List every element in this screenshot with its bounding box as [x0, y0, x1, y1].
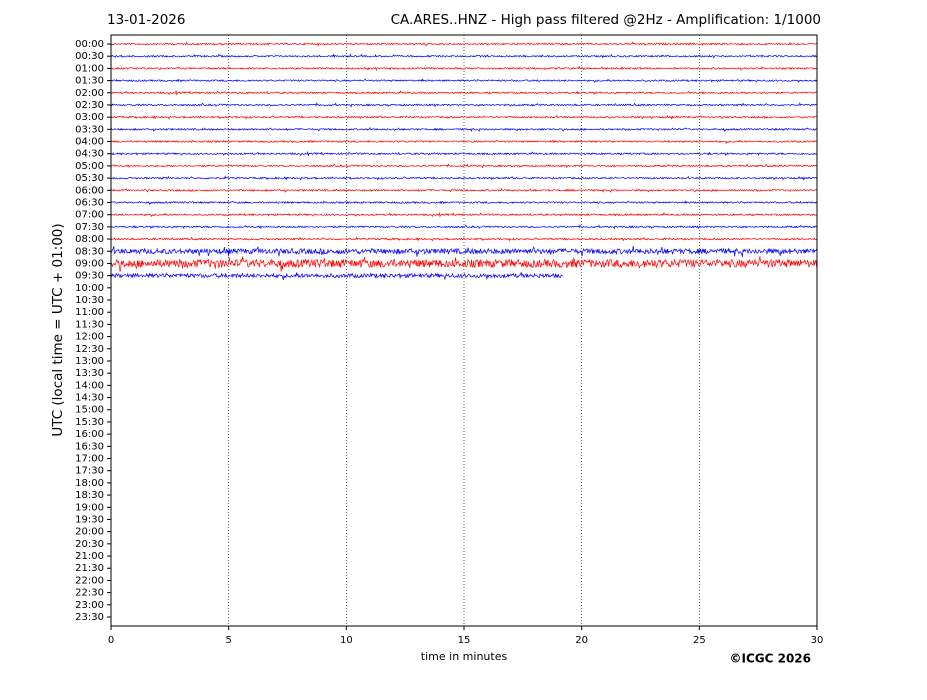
y-tick-label: 02:00 [75, 88, 104, 99]
x-tick-label: 0 [108, 635, 114, 646]
y-axis-label: UTC (local time = UTC + 01:00) [50, 223, 66, 436]
seismic-trace [110, 256, 817, 272]
seismic-trace [110, 78, 817, 84]
y-tick-label: 17:30 [75, 466, 104, 477]
y-tick-label: 15:00 [75, 405, 104, 416]
y-tick-label: 12:00 [75, 332, 104, 343]
y-tick-label: 11:30 [75, 319, 104, 330]
x-tick-label: 20 [575, 635, 588, 646]
x-tick-label: 25 [693, 635, 706, 646]
seismic-trace [110, 211, 817, 218]
x-tick-label: 30 [811, 635, 824, 646]
y-tick-label: 15:30 [75, 417, 104, 428]
y-tick-label: 19:00 [75, 502, 104, 513]
y-tick-label: 08:30 [75, 246, 104, 257]
y-tick-label: 11:00 [75, 307, 104, 318]
seismic-trace [110, 224, 817, 230]
y-tick-label: 09:30 [75, 271, 104, 282]
y-tick-label: 04:00 [75, 137, 104, 148]
x-tick-label: 5 [225, 635, 231, 646]
seismic-trace [110, 187, 817, 193]
y-tick-label: 10:30 [75, 295, 104, 306]
y-tick-label: 10:00 [75, 283, 104, 294]
seismic-trace [110, 245, 817, 257]
y-tick-label: 08:00 [75, 234, 104, 245]
y-tick-label: 20:00 [75, 527, 104, 538]
y-tick-label: 14:00 [75, 380, 104, 391]
seismic-trace [110, 175, 817, 181]
y-tick-label: 21:00 [75, 551, 104, 562]
seismic-trace [110, 102, 817, 108]
y-tick-label: 00:00 [75, 39, 104, 50]
y-tick-label: 12:30 [75, 344, 104, 355]
y-tick-label: 05:30 [75, 173, 104, 184]
y-tick-label: 22:30 [75, 588, 104, 599]
date: 13-01-2026 [107, 12, 185, 28]
copyright: ©ICGC 2026 [729, 652, 811, 666]
seismic-trace [110, 114, 817, 120]
seismic-trace [110, 65, 817, 72]
seismic-trace [110, 89, 817, 96]
plot-area [110, 35, 817, 626]
y-tick-label: 13:00 [75, 356, 104, 367]
y-tick-label: 07:30 [75, 222, 104, 233]
y-tick-label: 23:00 [75, 600, 104, 611]
x-tick-label: 15 [458, 635, 471, 646]
x-axis-label: time in minutes [421, 650, 508, 663]
y-tick-label: 16:00 [75, 429, 104, 440]
y-tick-label: 16:30 [75, 441, 104, 452]
y-tick-label: 17:00 [75, 454, 104, 465]
y-tick-label: 21:30 [75, 563, 104, 574]
seismic-trace [110, 272, 563, 281]
chart-title: CA.ARES..HNZ - High pass filtered @2Hz -… [391, 12, 821, 28]
y-tick-label: 14:30 [75, 393, 104, 404]
y-tick-label: 20:30 [75, 539, 104, 550]
y-tick-label: 03:30 [75, 124, 104, 135]
seismic-trace [110, 200, 817, 206]
y-tick-label: 22:00 [75, 575, 104, 586]
y-tick-label: 03:00 [75, 112, 104, 123]
y-tick-label: 19:30 [75, 514, 104, 525]
seismic-trace [110, 163, 817, 169]
y-tick-label: 23:30 [75, 612, 104, 623]
y-tick-label: 18:30 [75, 490, 104, 501]
y-tick-label: 06:00 [75, 185, 104, 196]
seismic-trace [110, 139, 817, 145]
y-tick-label: 01:30 [75, 76, 104, 87]
seismic-trace [110, 236, 817, 242]
y-tick-label: 18:00 [75, 478, 104, 489]
y-tick-label: 02:30 [75, 100, 104, 111]
y-tick-label: 13:30 [75, 368, 104, 379]
y-tick-label: 05:00 [75, 161, 104, 172]
y-tick-label: 06:30 [75, 197, 104, 208]
y-tick-label: 09:00 [75, 258, 104, 269]
y-tick-label: 07:00 [75, 210, 104, 221]
y-tick-label: 01:00 [75, 63, 104, 74]
seismic-trace [110, 150, 817, 157]
x-tick-label: 10 [340, 635, 353, 646]
y-tick-label: 00:30 [75, 51, 104, 62]
seismic-trace [110, 53, 817, 59]
y-tick-label: 04:30 [75, 149, 104, 160]
seismic-trace [110, 41, 817, 47]
seismic-trace [110, 126, 817, 132]
